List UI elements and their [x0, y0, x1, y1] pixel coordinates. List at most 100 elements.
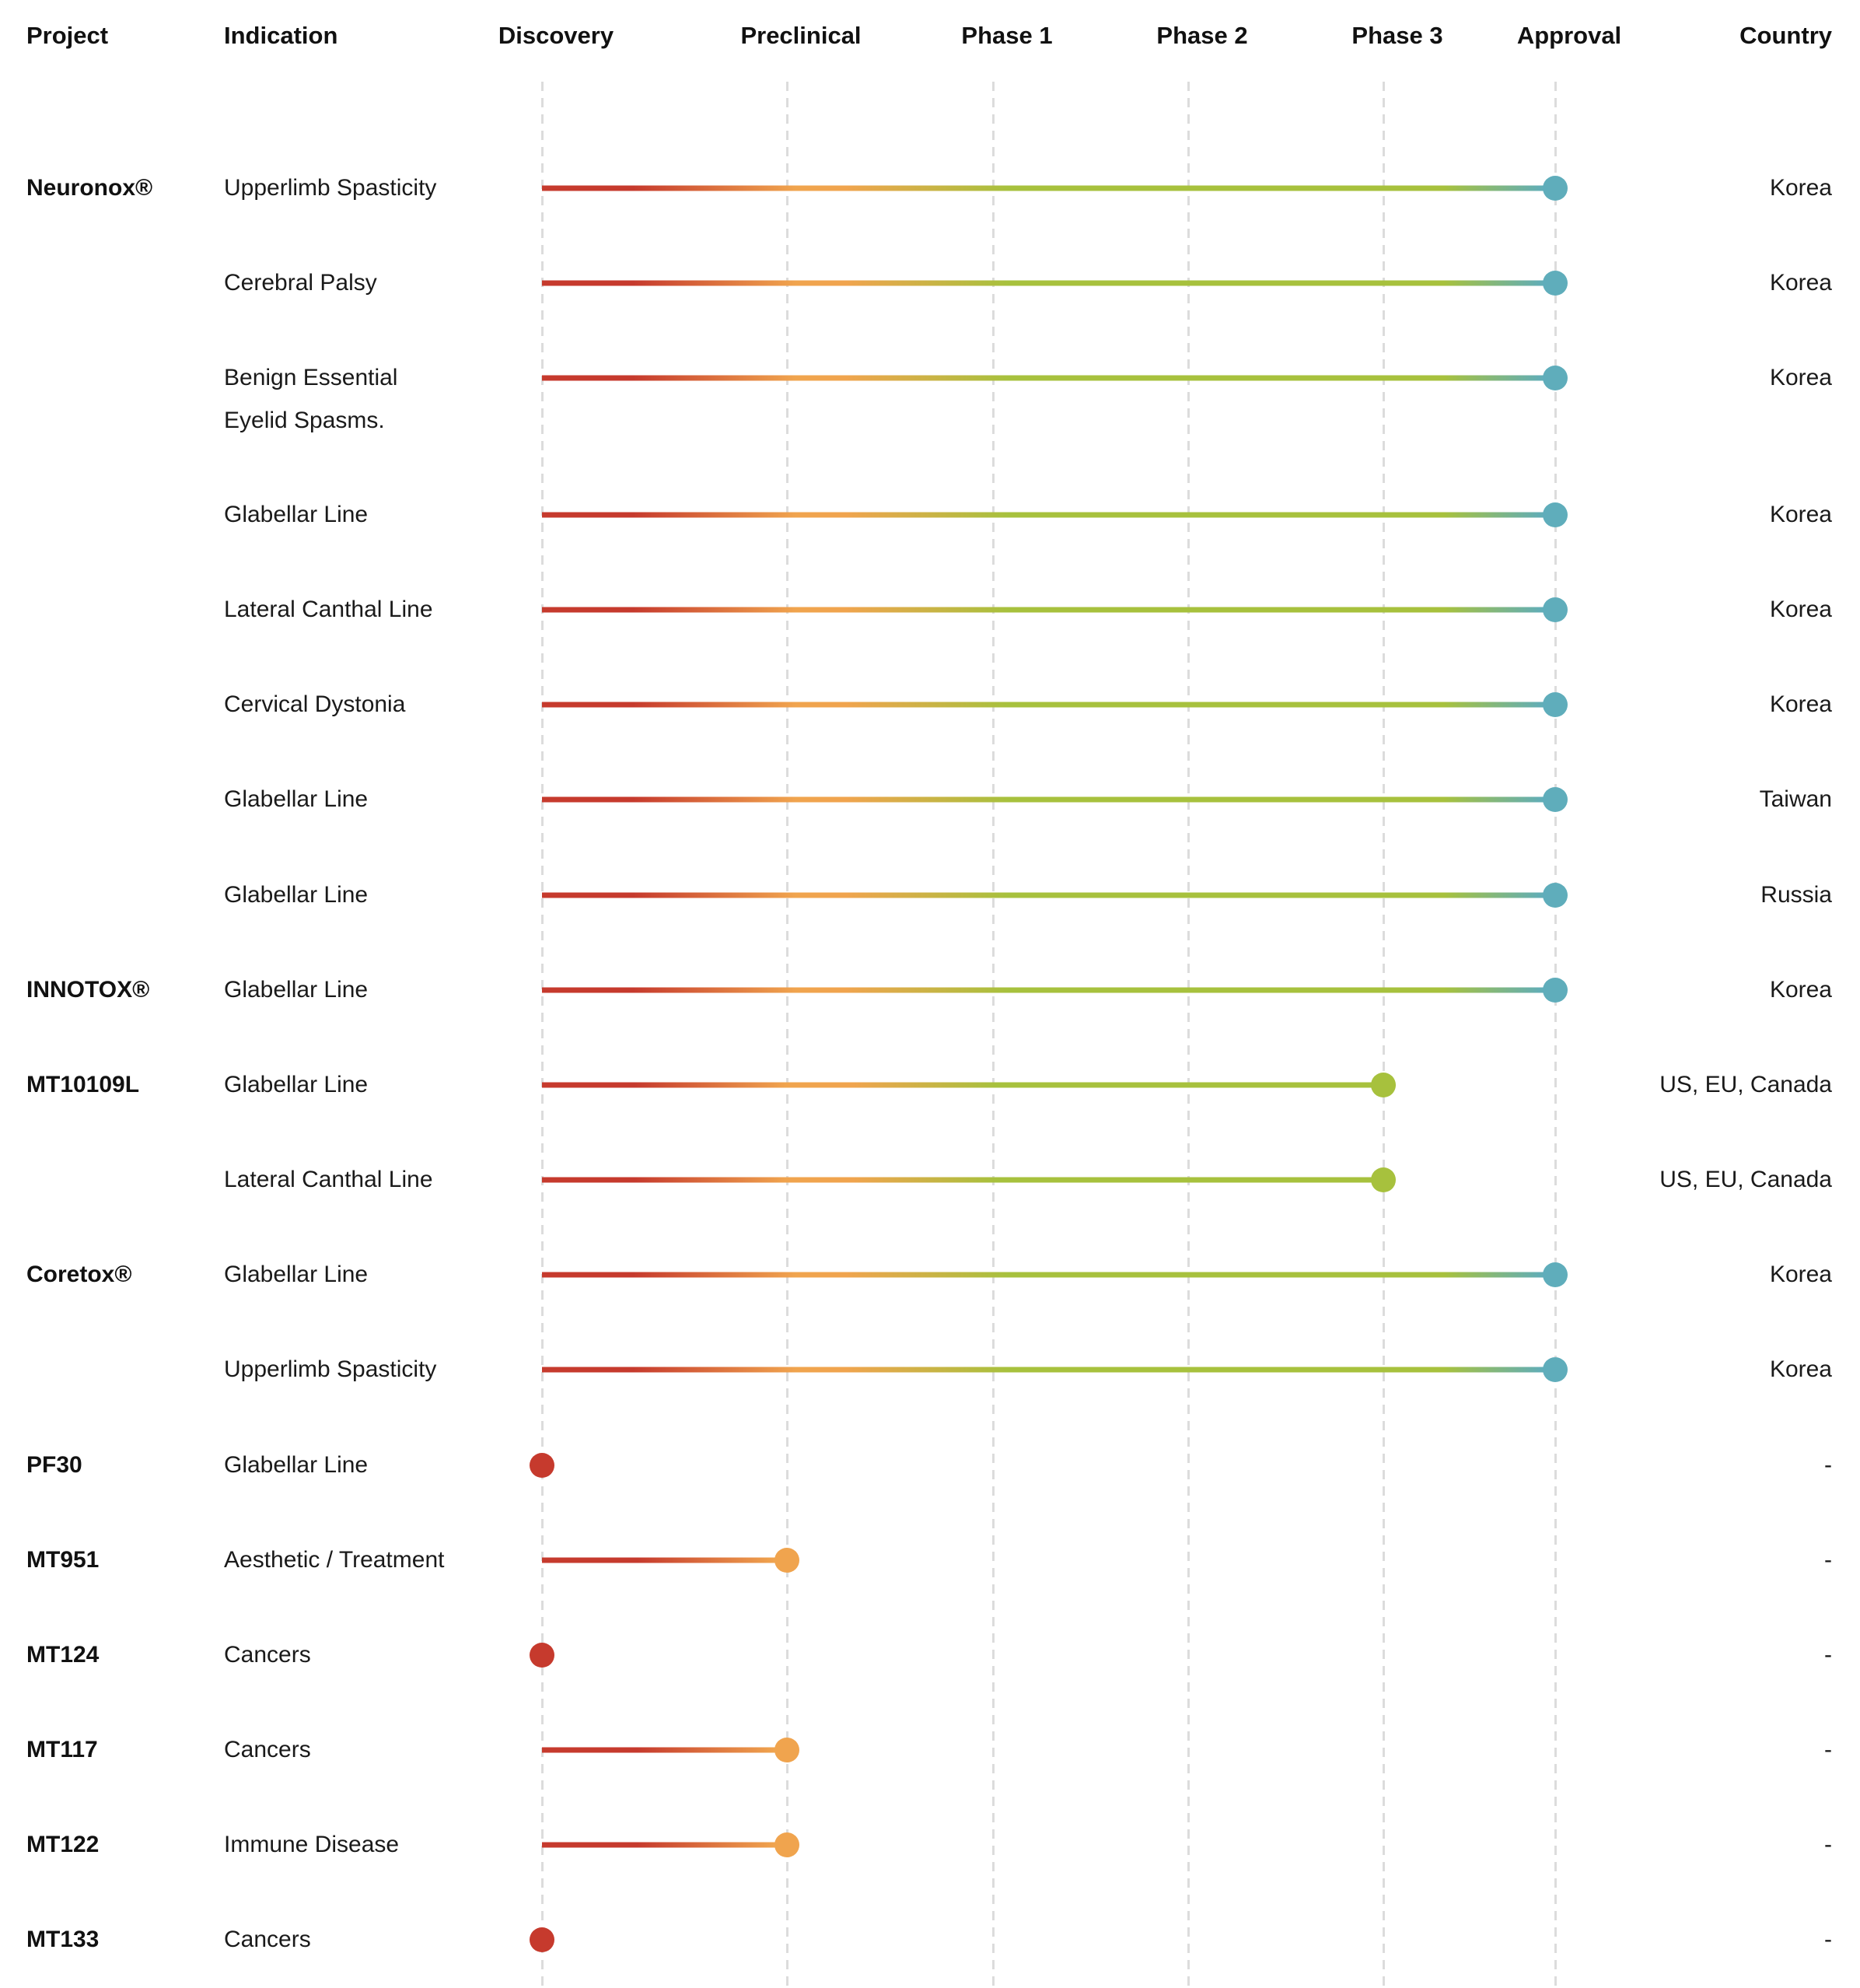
country-label: Korea: [1769, 1262, 1832, 1288]
stage-progress-line: [542, 702, 1555, 708]
indication-label-line2: Eyelid Spasms.: [224, 408, 385, 433]
gridline-preclinical: [785, 82, 788, 1988]
indication-label: Cervical Dystonia: [224, 691, 406, 718]
country-label: -: [1824, 1451, 1832, 1478]
country-label: Korea: [1769, 691, 1832, 718]
indication-label: Glabellar Line: [224, 786, 369, 813]
stage-end-dot: [530, 1452, 554, 1478]
stage-progress-line: [542, 1747, 787, 1753]
indication-label: Cerebral Palsy: [224, 270, 377, 296]
stage-end-dot: [774, 1738, 799, 1763]
gridline-approval: [1554, 82, 1557, 1988]
stage-progress-line: [542, 1082, 1383, 1088]
country-label: -: [1824, 1546, 1832, 1573]
indication-label: Cancers: [224, 1927, 311, 1953]
country-label: US, EU, Canada: [1659, 1071, 1832, 1097]
column-header-preclinical: Preclinical: [740, 22, 862, 49]
stage-end-dot: [530, 1927, 554, 1953]
project-label: MT122: [26, 1832, 100, 1858]
stage-progress-line: [542, 1177, 1383, 1183]
gridline-phase-2: [1187, 82, 1190, 1988]
country-label: Korea: [1769, 365, 1832, 390]
stage-progress-line: [542, 280, 1555, 286]
stage-end-dot: [1543, 692, 1568, 718]
column-header-country: Country: [1739, 22, 1832, 49]
project-label: INNOTOX®: [26, 976, 150, 1003]
country-label: -: [1824, 1641, 1832, 1668]
stage-end-dot: [1543, 271, 1568, 296]
country-label: Korea: [1769, 175, 1832, 201]
gridline-discovery: [540, 82, 544, 1988]
stage-progress-line: [542, 1367, 1555, 1373]
country-label: Korea: [1769, 270, 1832, 296]
stage-progress-line: [542, 607, 1555, 613]
stage-end-dot: [1543, 366, 1568, 390]
country-label: Korea: [1769, 597, 1832, 623]
indication-label: Glabellar Line: [224, 1451, 369, 1478]
indication-label: Glabellar Line: [224, 976, 369, 1003]
column-header-discovery: Discovery: [498, 22, 614, 49]
project-label: MT124: [26, 1641, 100, 1668]
stage-progress-line: [542, 987, 1555, 993]
column-header-project: Project: [26, 22, 109, 49]
stage-progress-line: [542, 1272, 1555, 1278]
stage-end-dot: [1543, 176, 1568, 201]
indication-label: Glabellar Line: [224, 502, 369, 527]
stage-end-dot: [774, 1832, 799, 1858]
country-label: Korea: [1769, 976, 1832, 1003]
stage-progress-line: [542, 892, 1555, 898]
indication-label: Upperlimb Spasticity: [224, 1356, 437, 1383]
stage-end-dot: [1543, 1357, 1568, 1383]
indication-label: Glabellar Line: [224, 1262, 369, 1288]
stage-end-dot: [530, 1642, 554, 1668]
column-header-phase-2: Phase 2: [1156, 22, 1248, 49]
country-label: Russia: [1760, 881, 1832, 908]
country-label: US, EU, Canada: [1659, 1167, 1832, 1193]
country-label: Taiwan: [1759, 786, 1832, 813]
column-header-phase-1: Phase 1: [961, 22, 1053, 49]
stage-end-dot: [1371, 1167, 1396, 1193]
stage-end-dot: [1543, 597, 1568, 623]
stage-progress-line: [542, 185, 1555, 191]
project-label: MT133: [26, 1927, 100, 1953]
column-header-phase-3: Phase 3: [1351, 22, 1443, 49]
stage-end-dot: [1543, 1262, 1568, 1288]
indication-label: Lateral Canthal Line: [224, 1167, 433, 1193]
indication-label: Cancers: [224, 1737, 311, 1763]
project-label: MT10109L: [26, 1071, 140, 1097]
stage-end-dot: [774, 1547, 799, 1573]
project-label: Coretox®: [26, 1262, 132, 1288]
stage-progress-line: [542, 512, 1555, 518]
stage-end-dot: [1371, 1072, 1396, 1097]
stage-progress-line: [542, 1557, 787, 1563]
indication-label: Glabellar Line: [224, 881, 369, 908]
indication-label: Immune Disease: [224, 1832, 400, 1858]
indication-label: Lateral Canthal Line: [224, 597, 433, 623]
indication-label: Glabellar Line: [224, 1071, 369, 1097]
gridline-phase-3: [1382, 82, 1385, 1988]
indication-label: Benign Essential: [224, 365, 398, 390]
country-label: Korea: [1769, 1356, 1832, 1383]
stage-progress-line: [542, 796, 1555, 803]
country-label: Korea: [1769, 502, 1832, 527]
stage-end-dot: [1543, 502, 1568, 527]
stage-progress-line: [542, 1842, 787, 1848]
indication-label: Upperlimb Spasticity: [224, 175, 437, 201]
project-label: MT117: [26, 1737, 98, 1763]
indication-label: Cancers: [224, 1641, 311, 1668]
column-header-indication: Indication: [224, 22, 338, 49]
country-label: -: [1824, 1927, 1832, 1953]
indication-label: Aesthetic / Treatment: [224, 1546, 445, 1573]
gridline-phase-1: [991, 82, 995, 1988]
stage-end-dot: [1543, 977, 1568, 1003]
stage-end-dot: [1543, 882, 1568, 908]
country-label: -: [1824, 1832, 1832, 1858]
project-label: PF30: [26, 1451, 82, 1478]
project-label: MT951: [26, 1546, 100, 1573]
stage-end-dot: [1543, 787, 1568, 813]
project-label: Neuronox®: [26, 175, 153, 201]
stage-progress-line: [542, 375, 1555, 381]
column-header-approval: Approval: [1516, 22, 1622, 49]
country-label: -: [1824, 1737, 1832, 1763]
